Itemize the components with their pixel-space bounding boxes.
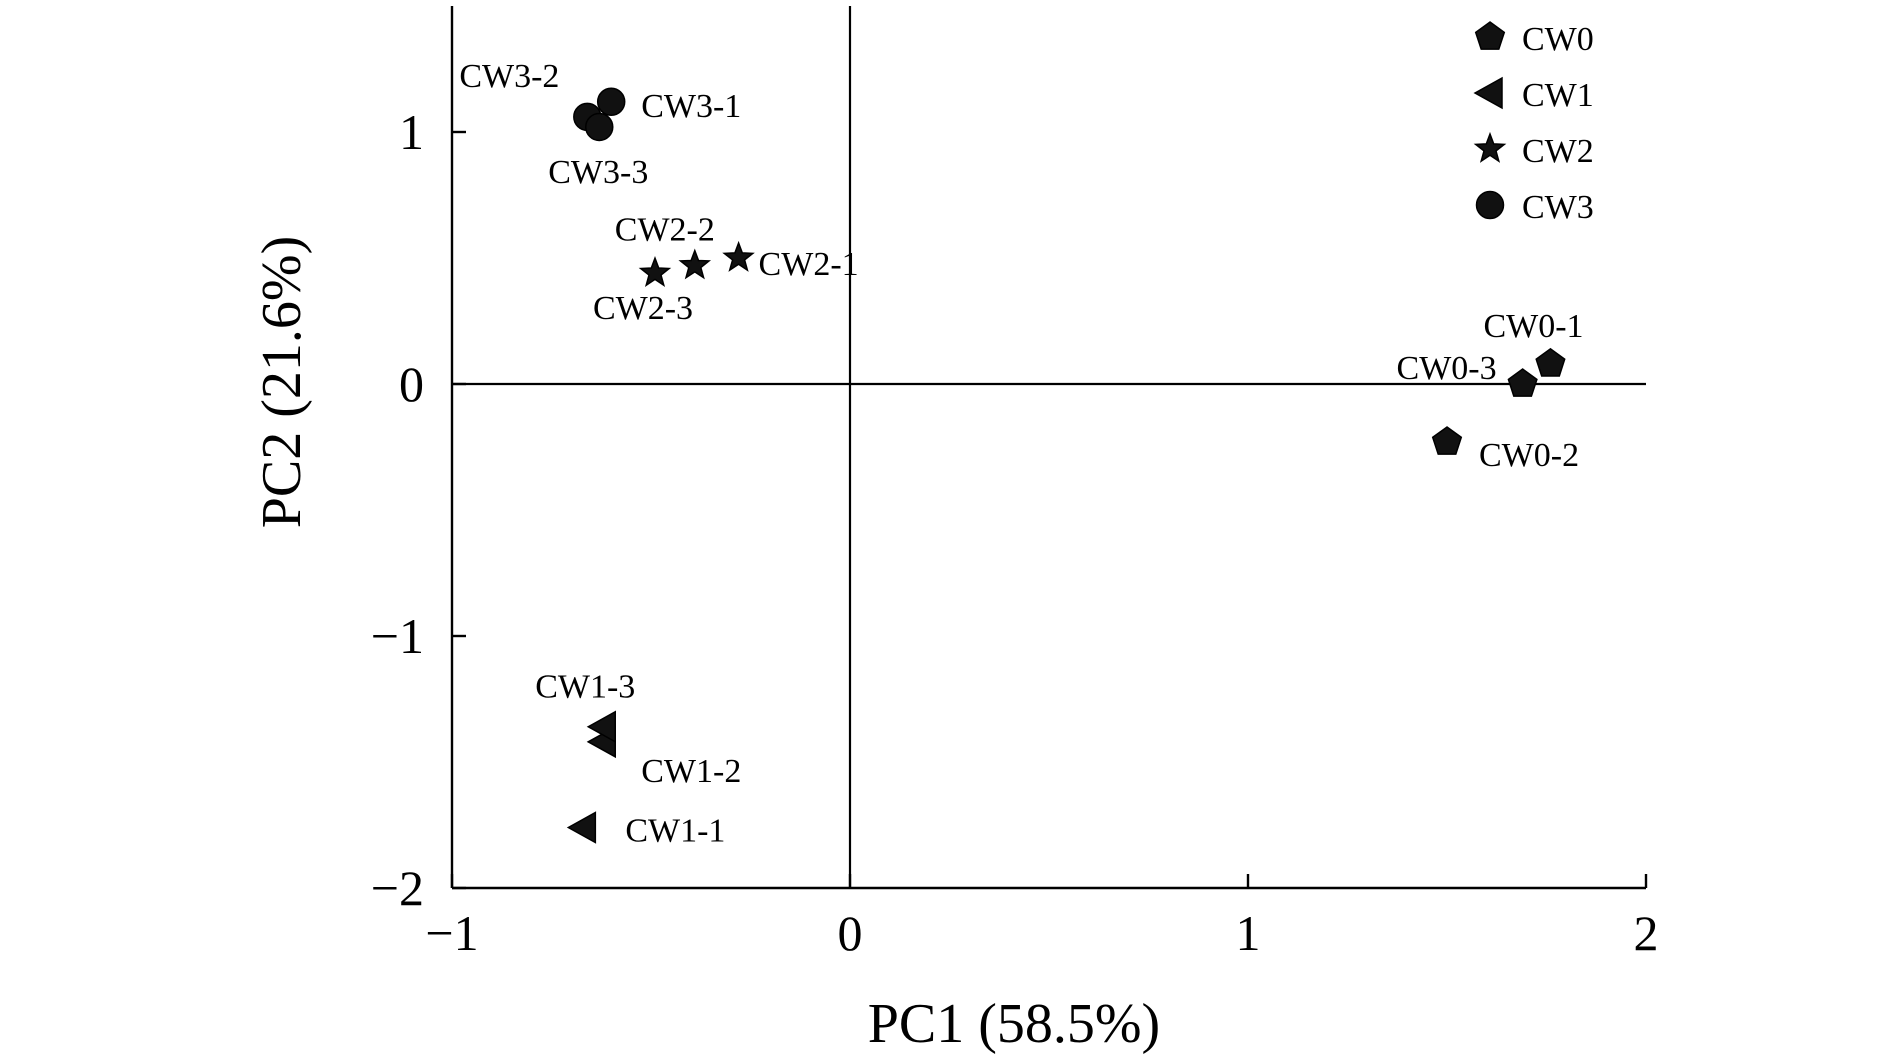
point-cw2-2 [678,248,712,280]
legend-label: CW3 [1522,189,1594,226]
point-label: CW3-1 [641,88,741,125]
point-label: CW0-1 [1483,308,1583,345]
x-tick-label: 1 [1236,905,1261,961]
point-label: CW2-1 [759,246,859,283]
point-label: CW0-2 [1479,437,1579,474]
x-tick-label: 2 [1634,905,1659,961]
data-points [566,87,1566,844]
zero-lines [452,6,1646,888]
point-label: CW0-3 [1397,350,1497,387]
legend-marker-cw3 [1475,190,1505,220]
point-cw1-1 [566,811,597,844]
point-label: CW1-1 [625,813,725,850]
x-tick-label: 0 [838,905,863,961]
y-tick-label: −2 [371,860,424,916]
point-cw0-1 [1535,347,1566,377]
x-axis-title: PC1 (58.5%) [868,993,1160,1055]
x-tick-label: −1 [425,905,478,961]
point-cw0-3 [1507,368,1538,397]
axis-ticks: −1 0 1 2−2−101 [371,104,1659,961]
y-tick-label: 0 [399,356,424,412]
legend-marker-cw0 [1474,21,1506,50]
legend-marker-cw2 [1473,131,1507,163]
point-label: CW2-3 [593,290,693,327]
legend: CW0 CW1 CW2 CW3 [1473,21,1594,226]
point-cw2-1 [722,240,755,272]
axes [450,6,1646,890]
legend-label: CW0 [1522,21,1594,58]
point-labels: CW0-1 CW0-2 CW0-3 CW1-1 CW1-2 CW1-3 CW2-1 CW2-2… [459,58,1583,850]
point-label: CW1-2 [641,753,741,790]
legend-label: CW2 [1522,133,1594,170]
point-label: CW2-2 [615,212,715,249]
legend-marker-cw1 [1473,76,1503,110]
point-label: CW3-2 [459,58,559,95]
point-cw3-1 [596,87,626,117]
point-cw1-3 [586,710,616,743]
legend-label: CW1 [1522,77,1594,114]
point-label: CW3-3 [548,154,648,191]
y-tick-label: −1 [371,608,424,664]
y-axis-title: PC2 (21.6%) [251,236,313,528]
y-tick-label: 1 [399,104,424,160]
point-label: CW1-3 [535,669,635,706]
point-cw3-3 [585,112,614,142]
point-cw2-3 [638,255,672,288]
point-cw0-2 [1431,426,1463,455]
